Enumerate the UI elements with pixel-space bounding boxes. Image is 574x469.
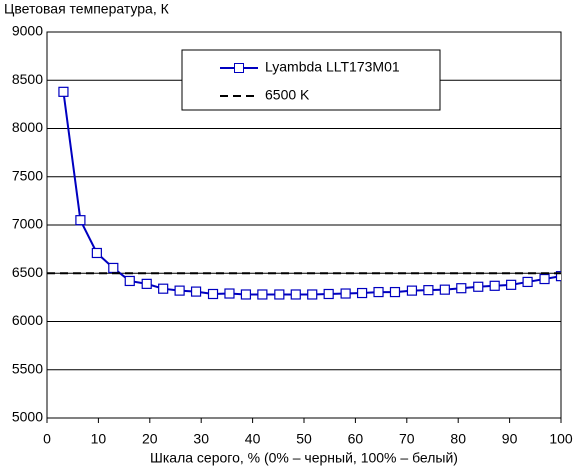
point-marker (190, 286, 202, 297)
legend-box (181, 49, 441, 111)
y-tick-label: 8500 (12, 71, 43, 87)
point-marker (141, 278, 152, 289)
point-marker (489, 280, 500, 291)
point-marker (423, 285, 434, 296)
point-marker (257, 289, 268, 300)
y-axis-label: Цветовая температура, К (4, 1, 170, 17)
x-tick-label: 100 (549, 431, 573, 447)
y-tick-label: 5000 (12, 409, 43, 425)
x-tick-label: 50 (296, 431, 312, 447)
plot-frame (46, 31, 562, 419)
point-marker (58, 86, 69, 97)
point-marker (274, 289, 285, 300)
point-marker (406, 285, 418, 296)
point-marker (522, 276, 533, 288)
legend-label: Lyambda LLT173M01 (265, 59, 400, 75)
x-tick-label: 80 (450, 431, 466, 447)
point-marker (356, 287, 368, 299)
y-tick-label: 7000 (12, 216, 43, 232)
point-marker (439, 284, 450, 295)
point-marker (340, 288, 351, 299)
legend-label: 6500 K (265, 87, 310, 103)
point-marker (240, 289, 252, 300)
plot-area (47, 86, 561, 300)
x-axis-label: Шкала серого, % (0% – черный, 100% – бел… (150, 450, 458, 466)
point-marker (373, 286, 384, 298)
x-tick-label: 30 (193, 431, 209, 447)
x-tick-label: 70 (399, 431, 415, 447)
x-tick-label: 60 (348, 431, 364, 447)
point-marker (174, 285, 185, 296)
point-marker (124, 275, 135, 287)
y-tick-label: 8000 (12, 119, 43, 135)
point-marker (290, 289, 301, 300)
point-marker (555, 271, 561, 282)
series-line (62, 91, 561, 296)
point-marker (75, 215, 86, 226)
y-tick-label: 9000 (12, 23, 43, 39)
y-tick-label: 6500 (12, 264, 43, 280)
y-tick-label: 7500 (12, 167, 43, 183)
y-tick-label: 5500 (12, 360, 43, 376)
point-marker (224, 288, 235, 299)
legend-marker (234, 63, 244, 73)
point-marker (473, 281, 484, 292)
x-tick-label: 90 (502, 431, 518, 447)
point-marker (158, 283, 169, 294)
point-marker (307, 289, 318, 300)
x-tick-label: 40 (245, 431, 261, 447)
point-marker (323, 288, 334, 300)
point-marker (108, 262, 119, 274)
point-marker (456, 283, 467, 294)
point-marker (207, 288, 219, 300)
x-tick-label: 20 (142, 431, 158, 447)
y-tick-label: 6000 (12, 312, 43, 328)
x-tick-label: 0 (43, 431, 51, 447)
x-tick-label: 10 (91, 431, 107, 447)
point-marker (539, 273, 550, 285)
point-marker (91, 247, 102, 259)
point-marker (506, 279, 517, 290)
point-marker (389, 286, 401, 298)
